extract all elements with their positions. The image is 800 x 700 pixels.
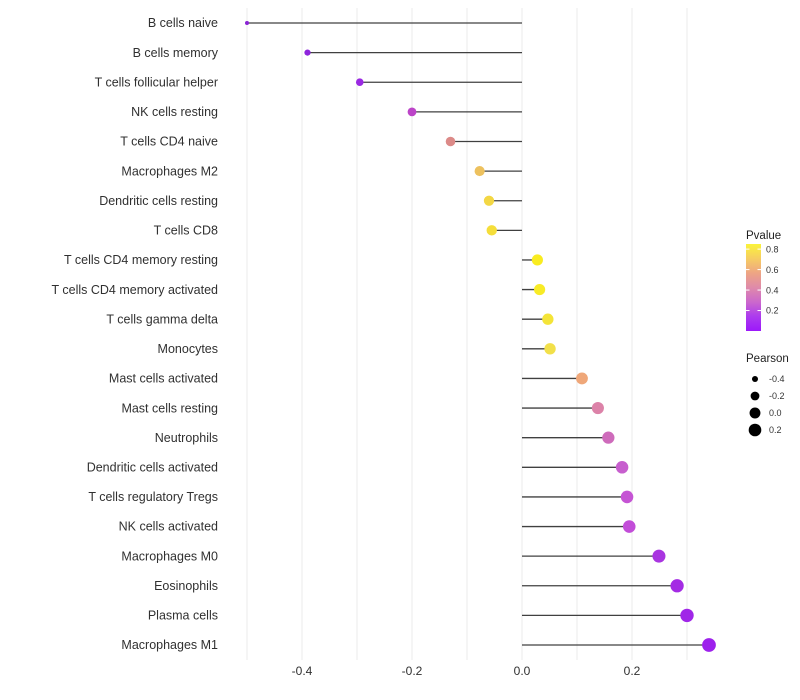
lollipop-dot bbox=[486, 225, 497, 236]
y-axis-label: Dendritic cells resting bbox=[99, 194, 218, 208]
pvalue-legend-title: Pvalue bbox=[746, 230, 781, 242]
y-axis-label: Dendritic cells activated bbox=[87, 461, 218, 475]
gridlines-group bbox=[246, 8, 688, 660]
y-axis-label: NK cells resting bbox=[131, 105, 218, 119]
y-axis-label: T cells CD4 naive bbox=[120, 135, 218, 149]
lollipop-dot bbox=[474, 166, 485, 177]
lollipop-dot bbox=[620, 490, 634, 504]
pearson-legend-entries: -0.4 -0.2 0.0 0.2 bbox=[748, 374, 785, 437]
lollipop-dot bbox=[245, 21, 249, 25]
lollipop-dot bbox=[622, 520, 636, 533]
pearson-legend-label: -0.4 bbox=[769, 374, 785, 384]
pvalue-colorbar-ticks: 0.8 0.6 0.4 0.2 bbox=[746, 244, 779, 316]
pvalue-tick-label: 0.2 bbox=[766, 306, 779, 316]
lollipop-dot bbox=[576, 372, 588, 385]
lollipop-dot bbox=[544, 343, 556, 355]
pvalue-legend: Pvalue 0.8 0.6 0.4 0.2 bbox=[746, 230, 781, 331]
y-axis-label: Plasma cells bbox=[148, 609, 218, 623]
lollipop-dot bbox=[591, 402, 604, 415]
y-axis-label: T cells regulatory Tregs bbox=[88, 490, 218, 504]
x-axis-tick-label: 0.2 bbox=[624, 664, 641, 678]
y-axis-label: T cells gamma delta bbox=[106, 312, 218, 326]
x-axis-tick-labels-group: -0.4 -0.2 0.0 0.2 bbox=[292, 664, 641, 678]
lollipop-dot bbox=[445, 136, 456, 147]
pvalue-tick-label: 0.6 bbox=[766, 265, 779, 275]
y-axis-label: Neutrophils bbox=[155, 431, 218, 445]
y-axis-label: Macrophages M2 bbox=[121, 164, 218, 178]
y-axis-label: B cells memory bbox=[133, 46, 219, 60]
y-axis-label: T cells CD4 memory resting bbox=[64, 253, 218, 267]
pearson-legend-dot bbox=[751, 375, 759, 383]
y-axis-label: Mast cells activated bbox=[109, 372, 218, 386]
y-axis-label: Macrophages M1 bbox=[121, 638, 218, 652]
y-axis-label: Eosinophils bbox=[154, 579, 218, 593]
lollipop-dot bbox=[304, 49, 311, 56]
pearson-legend: Pearson -0.4 -0.2 0.0 0.2 bbox=[746, 353, 789, 437]
lollipop-dot bbox=[602, 431, 615, 444]
lollipop-dot bbox=[652, 549, 666, 563]
lollipop-dot bbox=[407, 107, 417, 117]
lollipop-dot bbox=[542, 313, 554, 325]
pvalue-colorbar bbox=[746, 244, 761, 331]
y-axis-label: Monocytes bbox=[158, 342, 218, 356]
pvalue-tick-label: 0.4 bbox=[766, 285, 779, 295]
y-axis-label: Mast cells resting bbox=[121, 401, 218, 415]
pearson-legend-dot bbox=[750, 391, 760, 401]
lollipop-dots-group bbox=[245, 21, 716, 652]
pearson-legend-dot bbox=[748, 423, 762, 437]
y-axis-label: T cells CD8 bbox=[154, 224, 218, 238]
lollipop-stems-group bbox=[247, 22, 709, 646]
pearson-legend-label: 0.0 bbox=[769, 408, 782, 418]
pearson-legend-dot bbox=[749, 407, 761, 419]
lollipop-dot bbox=[702, 638, 716, 652]
x-axis-tick-label: 0.0 bbox=[514, 664, 531, 678]
lollipop-dot bbox=[483, 195, 495, 206]
pearson-legend-title: Pearson bbox=[746, 353, 789, 365]
y-axis-label: NK cells activated bbox=[119, 520, 218, 534]
y-axis-labels-group: B cells naive B cells memory T cells folli… bbox=[52, 16, 219, 652]
lollipop-dot bbox=[534, 283, 546, 296]
lollipop-dot bbox=[615, 461, 629, 474]
pearson-legend-label: 0.2 bbox=[769, 425, 782, 435]
lollipop-dot bbox=[680, 608, 694, 623]
x-axis-tick-label: -0.4 bbox=[292, 664, 313, 678]
pearson-legend-label: -0.2 bbox=[769, 391, 785, 401]
lollipop-dot bbox=[531, 254, 543, 266]
y-axis-label: B cells naive bbox=[148, 16, 218, 30]
y-axis-label: T cells follicular helper bbox=[95, 75, 218, 89]
lollipop-dot bbox=[670, 579, 684, 593]
y-axis-label: T cells CD4 memory activated bbox=[52, 283, 219, 297]
lollipop-dot bbox=[355, 78, 364, 87]
x-axis-tick-label: -0.2 bbox=[402, 664, 423, 678]
pvalue-tick-label: 0.8 bbox=[766, 244, 779, 254]
y-axis-label: Macrophages M0 bbox=[121, 549, 218, 563]
